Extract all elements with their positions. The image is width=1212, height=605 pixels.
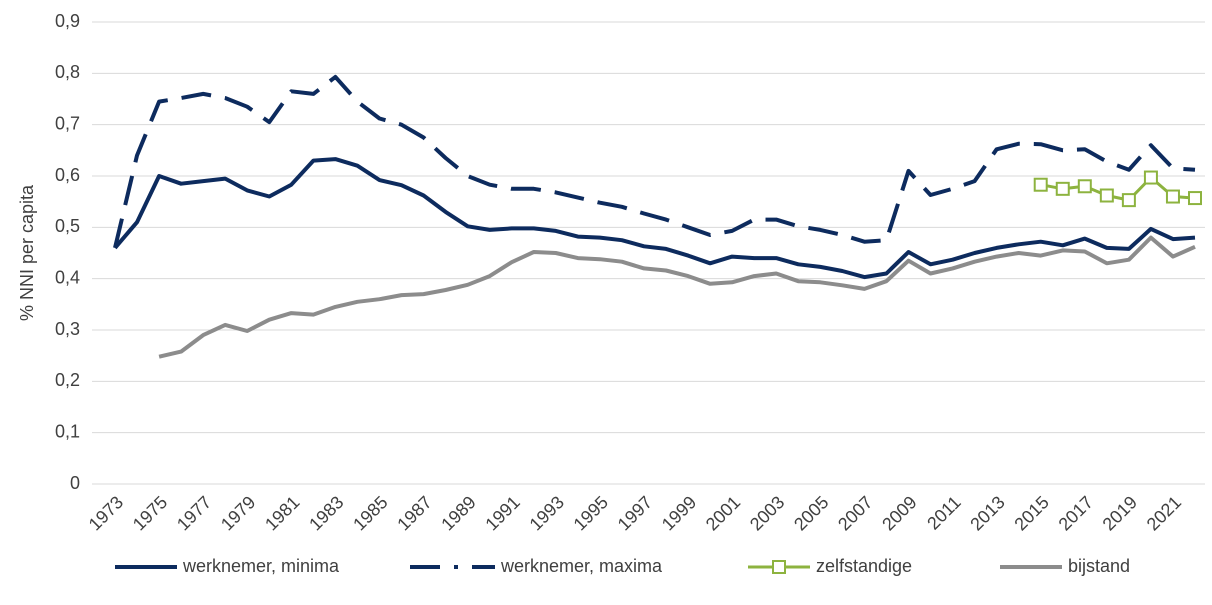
x-tick-label: 2011 [923,492,965,534]
x-tick-label: 2013 [966,492,1008,534]
x-tick-label: 2009 [878,492,920,534]
x-tick-label: 1979 [217,492,259,534]
series-line [113,74,1196,249]
legend-label: werknemer, minima [182,556,340,576]
x-tick-label: 1981 [261,492,303,534]
x-tick-label: 1989 [437,492,479,534]
y-tick-label: 0,4 [55,267,80,287]
marker [1033,177,1048,192]
x-tick-label: 2021 [1143,492,1185,534]
x-tick-label: 2003 [746,492,788,534]
legend-label: bijstand [1068,556,1130,576]
y-tick-label: 0,6 [55,165,80,185]
marker [1165,189,1180,204]
x-tick-label: 1999 [658,492,700,534]
x-tick-label: 1991 [481,492,523,534]
x-tick-label: 1973 [85,492,127,534]
x-tick-label: 2007 [834,492,876,534]
y-tick-label: 0,3 [55,319,80,339]
marker [1055,181,1070,196]
y-tick-label: 0,5 [55,216,80,236]
y-tick-label: 0,8 [55,62,80,82]
x-tick-label: 2017 [1055,492,1097,534]
y-axis-label: % NNI per capita [17,184,37,321]
y-tick-label: 0,7 [55,113,80,133]
y-tick-label: 0,2 [55,370,80,390]
marker [1099,188,1114,203]
x-tick-label: 2001 [702,492,744,534]
y-tick-label: 0,9 [55,11,80,31]
x-tick-label: 1977 [173,492,215,534]
x-tick-label: 1995 [570,492,612,534]
x-tick-label: 2005 [790,492,832,534]
x-tick-label: 1997 [614,492,656,534]
series-line [158,235,1196,359]
x-tick-label: 1975 [129,492,171,534]
y-tick-label: 0 [70,473,80,493]
x-tick-label: 1983 [305,492,347,534]
marker [1188,191,1202,206]
series-line [113,157,1196,280]
x-tick-label: 2019 [1099,492,1141,534]
legend-label: zelfstandige [816,556,912,576]
legend-label: werknemer, maxima [500,556,663,576]
x-tick-label: 1987 [393,492,435,534]
marker [1143,170,1158,185]
x-tick-label: 2015 [1010,492,1052,534]
x-tick-label: 1993 [526,492,568,534]
y-tick-label: 0,1 [55,421,80,441]
marker [1077,179,1092,194]
legend-marker [772,560,786,574]
x-tick-label: 1985 [349,492,391,534]
marker [1121,193,1136,208]
